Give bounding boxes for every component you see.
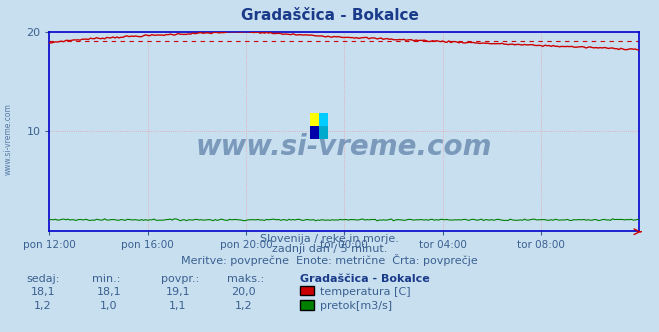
Text: 1,2: 1,2 [235, 301, 252, 311]
Text: Meritve: povprečne  Enote: metrične  Črta: povprečje: Meritve: povprečne Enote: metrične Črta:… [181, 254, 478, 266]
Bar [310, 126, 319, 139]
Text: povpr.:: povpr.: [161, 274, 200, 284]
Text: Gradaščica - Bokalce: Gradaščica - Bokalce [300, 274, 430, 284]
Text: maks.:: maks.: [227, 274, 265, 284]
Text: sedaj:: sedaj: [26, 274, 60, 284]
Text: Slovenija / reke in morje.: Slovenija / reke in morje. [260, 234, 399, 244]
Text: 1,1: 1,1 [169, 301, 186, 311]
Bar [319, 113, 328, 126]
Bar [310, 113, 319, 126]
Text: www.si-vreme.com: www.si-vreme.com [196, 133, 492, 161]
Text: temperatura [C]: temperatura [C] [320, 287, 411, 297]
Text: min.:: min.: [92, 274, 121, 284]
Text: 18,1: 18,1 [30, 287, 55, 297]
Text: 1,2: 1,2 [34, 301, 51, 311]
Text: zadnji dan / 5 minut.: zadnji dan / 5 minut. [272, 244, 387, 254]
Text: 20,0: 20,0 [231, 287, 256, 297]
Text: Gradaščica - Bokalce: Gradaščica - Bokalce [241, 8, 418, 23]
Bar [319, 126, 328, 139]
Text: 1,0: 1,0 [100, 301, 117, 311]
Text: pretok[m3/s]: pretok[m3/s] [320, 301, 391, 311]
Text: 19,1: 19,1 [165, 287, 190, 297]
Text: 18,1: 18,1 [96, 287, 121, 297]
Text: www.si-vreme.com: www.si-vreme.com [3, 104, 13, 175]
